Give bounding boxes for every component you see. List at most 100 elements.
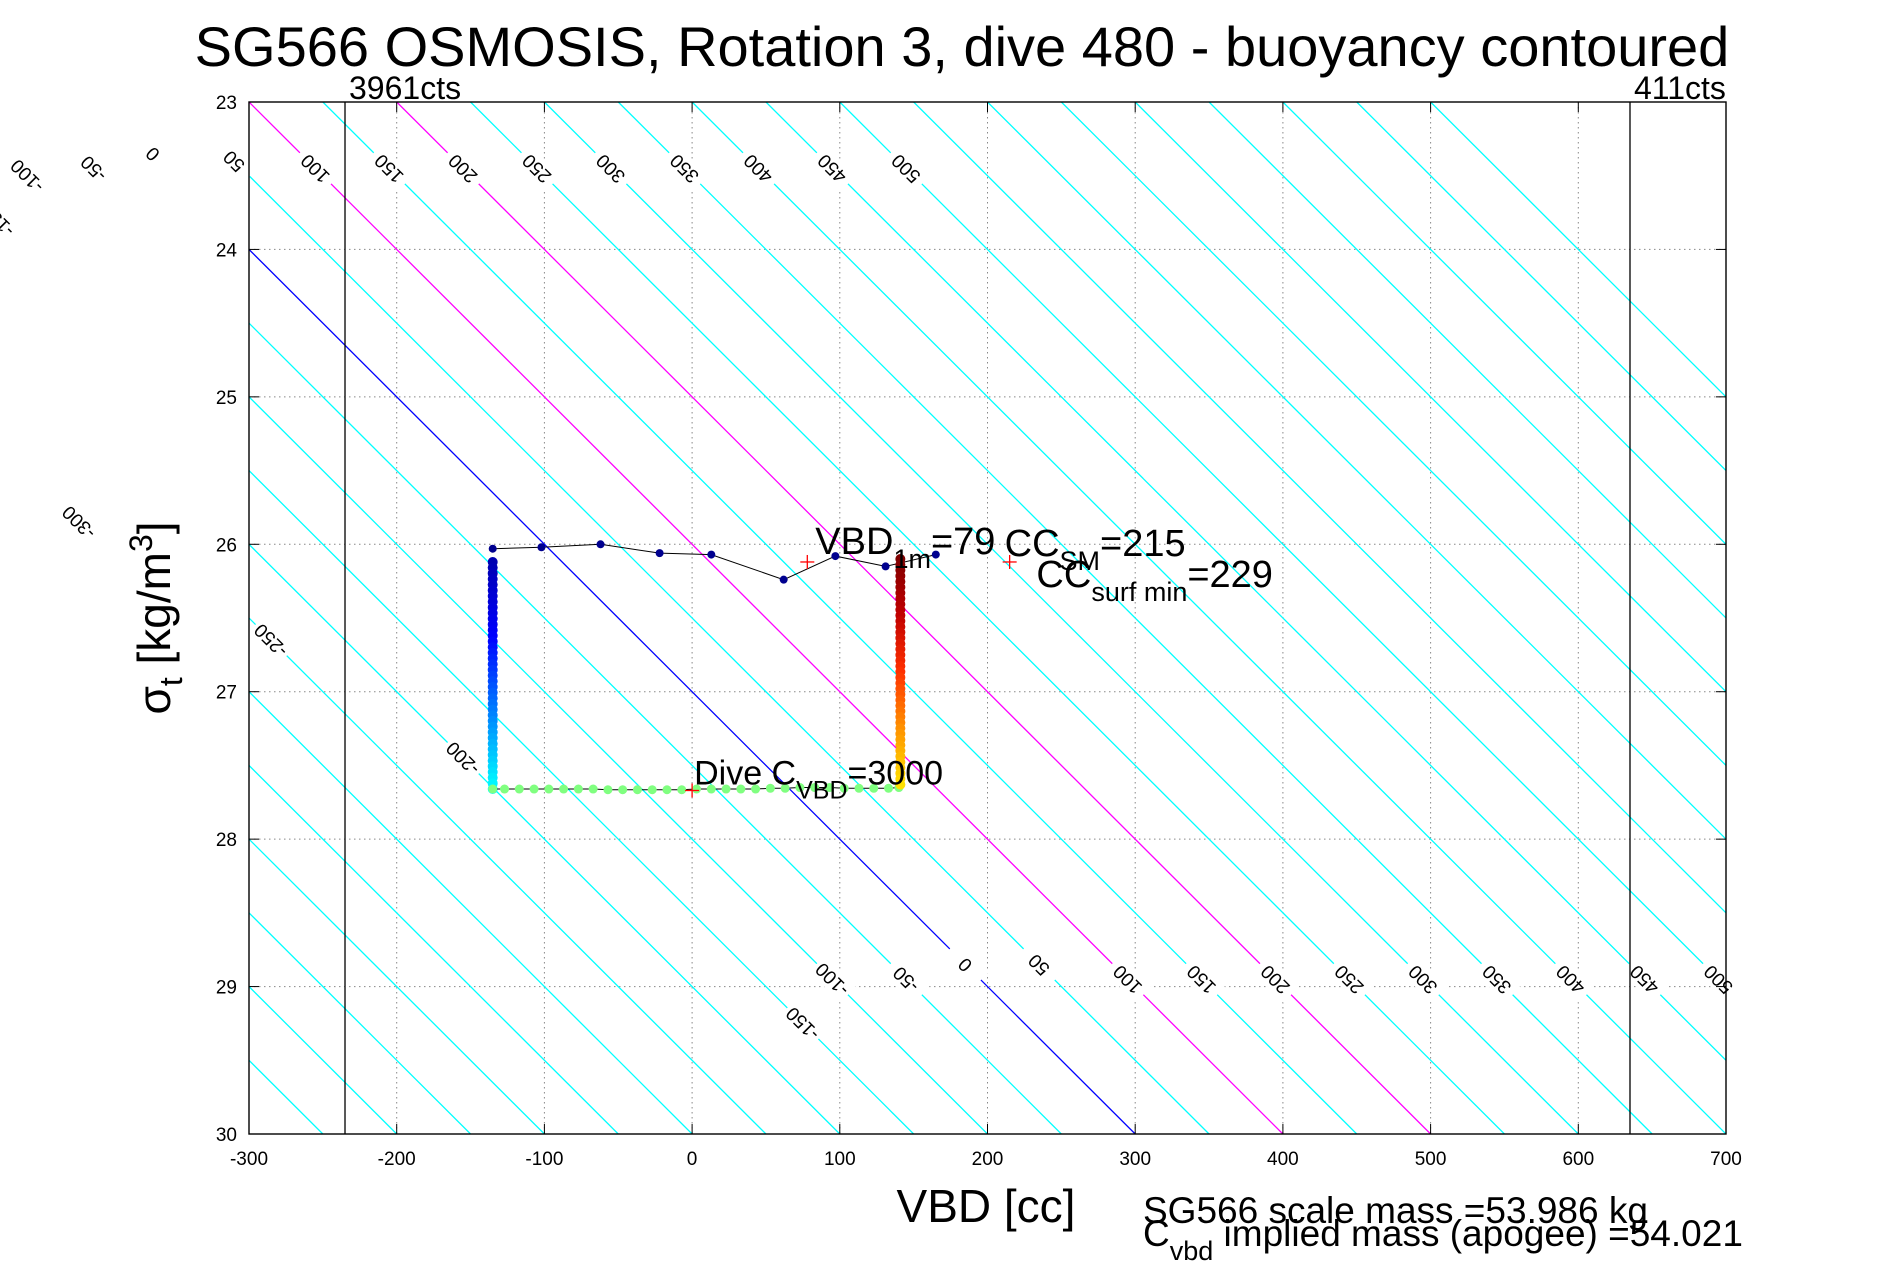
- chart-title: SG566 OSMOSIS, Rotation 3, dive 480 - bu…: [195, 15, 1730, 78]
- contour-label-background: [809, 955, 856, 1003]
- contour-label-background: [942, 941, 989, 988]
- x-tick-label: -100: [525, 1149, 563, 1170]
- y-tick-label: 30: [216, 1125, 237, 1146]
- x-tick-label: 0: [687, 1149, 698, 1170]
- buoyancy-contour-line: [249, 764, 619, 1134]
- contour-label: -150: [0, 199, 19, 241]
- footer-implied-mass-symbol: C: [1143, 1213, 1170, 1254]
- axis-ticks: -300 -200 -100 0 100 200 300 400 500 600 700 23 24 25…: [216, 93, 1742, 1170]
- dive-trace-point: [854, 783, 864, 793]
- dive-trace-point: [779, 575, 788, 584]
- buoyancy-contour-line: [839, 102, 1726, 988]
- annotation-subscript: SM: [1060, 546, 1101, 576]
- dive-trace-point: [765, 783, 775, 793]
- contour-label-background: [1326, 955, 1373, 1003]
- annotation-subscript: surf min: [1091, 577, 1187, 607]
- buoyancy-contour-line: [249, 690, 693, 1134]
- contour-label-background: [1015, 941, 1063, 988]
- buoyancy-contour-line: [0, 102, 101, 1134]
- x-tick-label: 600: [1562, 1149, 1594, 1170]
- y-tick-label: 26: [216, 535, 237, 556]
- y-axis-label: σt [kg/m3]: [123, 521, 189, 714]
- contour-label-background: [661, 145, 709, 192]
- dive-trace-point: [884, 783, 894, 793]
- vbd-limit-label: 3961cts: [349, 70, 461, 106]
- y-axis-label-subscript: t: [153, 677, 189, 686]
- contour-label-background: [1621, 955, 1669, 1003]
- dive-trace-point: [559, 784, 569, 794]
- y-axis-label-superscript: 3: [123, 534, 159, 552]
- buoyancy-contour-line: [249, 469, 915, 1134]
- buoyancy-contour-line: [470, 102, 1505, 1134]
- dive-trace-point: [677, 785, 687, 795]
- dive-trace-point: [529, 784, 539, 794]
- buoyancy-contour-line: [249, 395, 988, 1134]
- contour-label-background: [292, 145, 339, 192]
- annotation-value: =79: [931, 521, 995, 563]
- x-tick-label: 500: [1415, 1149, 1447, 1170]
- dive-trace-point: [647, 785, 657, 795]
- buoyancy-contour-line: [1356, 102, 1726, 472]
- dive-trace-point: [500, 784, 510, 794]
- dive-trace-point: [632, 785, 642, 795]
- y-tick-label: 29: [216, 978, 237, 999]
- dive-trace-point: [692, 784, 702, 794]
- contour-label-background: [55, 498, 103, 546]
- annotation-value: =229: [1187, 554, 1273, 596]
- annotation-label: CCsurf min=229: [1036, 554, 1273, 607]
- buoyancy-contours: [0, 102, 1726, 1134]
- buoyancy-contour-line: [617, 102, 1653, 1134]
- x-tick-label: -200: [378, 1149, 416, 1170]
- buoyancy-contour-line: [249, 102, 1284, 1134]
- y-tick-label: 27: [216, 683, 237, 704]
- dive-trace-point: [736, 784, 746, 794]
- annotation-label: Dive CVBD=3000: [694, 754, 943, 804]
- dive-trace-point: [588, 784, 598, 794]
- dive-trace-point: [655, 549, 664, 558]
- x-tick-label: 700: [1710, 1149, 1742, 1170]
- annotation-value: =3000: [848, 754, 944, 792]
- dive-trace-point: [831, 552, 840, 561]
- annotation-main: CC: [1036, 554, 1091, 596]
- buoyancy-contour-line: [1430, 102, 1726, 398]
- dive-trace-point: [488, 784, 498, 794]
- x-tick-label: 200: [972, 1149, 1004, 1170]
- contour-label-background: [1399, 955, 1447, 1003]
- annotation-label: CCSM=215: [1005, 523, 1186, 576]
- contour-label-background: [1252, 955, 1299, 1003]
- buoyancy-contour-line: [1134, 102, 1726, 693]
- dive-trace: [487, 540, 940, 795]
- dive-trace-point: [573, 784, 583, 794]
- dive-trace-point: [537, 543, 546, 552]
- buoyancy-contour-line: [249, 322, 1062, 1134]
- footer-scale-mass: SG566 scale mass =53.986 kg: [1143, 1190, 1648, 1231]
- buoyancy-contour-line: [1060, 102, 1726, 767]
- dive-trace-point: [881, 562, 890, 571]
- annotation-value: =215: [1100, 523, 1186, 565]
- y-axis-label-unit: [kg/m: [128, 552, 180, 677]
- contour-label-background: [1104, 955, 1152, 1003]
- dive-trace-point: [721, 784, 731, 794]
- dive-trace-point: [931, 550, 940, 559]
- vbd-limit-label: 411cts: [1634, 70, 1726, 106]
- dive-trace-point: [895, 779, 906, 790]
- buoyancy-contour-line: [913, 102, 1726, 914]
- contour-label-background: [587, 145, 635, 192]
- dive-trace-point: [706, 784, 716, 794]
- buoyancy-contour-line: [249, 1133, 250, 1134]
- contour-label-background: [0, 196, 22, 244]
- annotation-main: VBD: [815, 521, 893, 563]
- buoyancy-contour-line: [249, 543, 841, 1134]
- dive-trace-point: [488, 544, 497, 553]
- contour-label-background: [779, 1000, 827, 1047]
- buoyancy-contour-line: [396, 102, 1432, 1134]
- dive-trace-point: [618, 785, 628, 795]
- contour-label-background: [882, 145, 930, 192]
- dive-trace-point: [795, 783, 805, 793]
- y-axis-label-unit-close: ]: [128, 521, 180, 534]
- dive-trace-point: [544, 784, 554, 794]
- x-tick-label: 400: [1267, 1149, 1299, 1170]
- x-tick-label: 300: [1119, 1149, 1151, 1170]
- contour-label-background: [439, 145, 487, 192]
